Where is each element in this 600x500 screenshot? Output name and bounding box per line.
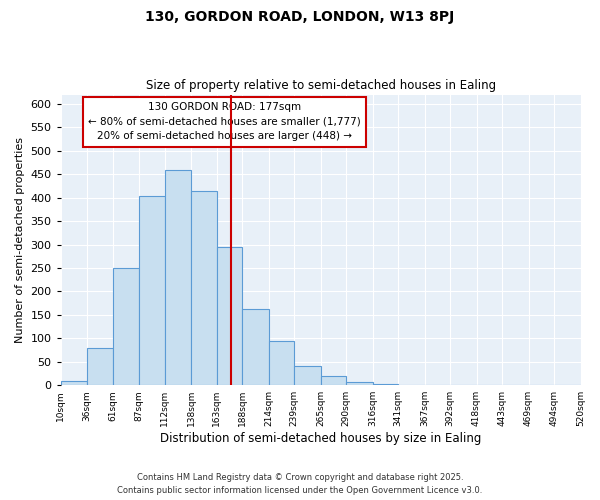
Bar — [191, 190, 217, 385]
Bar — [242, 310, 269, 385]
Bar — [269, 340, 294, 385]
Y-axis label: Number of semi-detached properties: Number of semi-detached properties — [15, 137, 25, 343]
Bar — [320, 376, 346, 385]
Title: Size of property relative to semi-detached houses in Ealing: Size of property relative to semi-detach… — [146, 79, 496, 92]
Bar — [87, 348, 113, 385]
Text: 130 GORDON ROAD: 177sqm
← 80% of semi-detached houses are smaller (1,777)
20% of: 130 GORDON ROAD: 177sqm ← 80% of semi-de… — [88, 102, 361, 142]
Bar — [373, 384, 398, 385]
X-axis label: Distribution of semi-detached houses by size in Ealing: Distribution of semi-detached houses by … — [160, 432, 481, 445]
Bar — [164, 170, 191, 385]
Text: 130, GORDON ROAD, LONDON, W13 8PJ: 130, GORDON ROAD, LONDON, W13 8PJ — [145, 10, 455, 24]
Bar — [346, 382, 373, 385]
Bar — [217, 247, 242, 385]
Bar — [139, 196, 164, 385]
Bar — [61, 382, 87, 385]
Text: Contains HM Land Registry data © Crown copyright and database right 2025.
Contai: Contains HM Land Registry data © Crown c… — [118, 474, 482, 495]
Bar — [113, 268, 139, 385]
Bar — [294, 366, 320, 385]
